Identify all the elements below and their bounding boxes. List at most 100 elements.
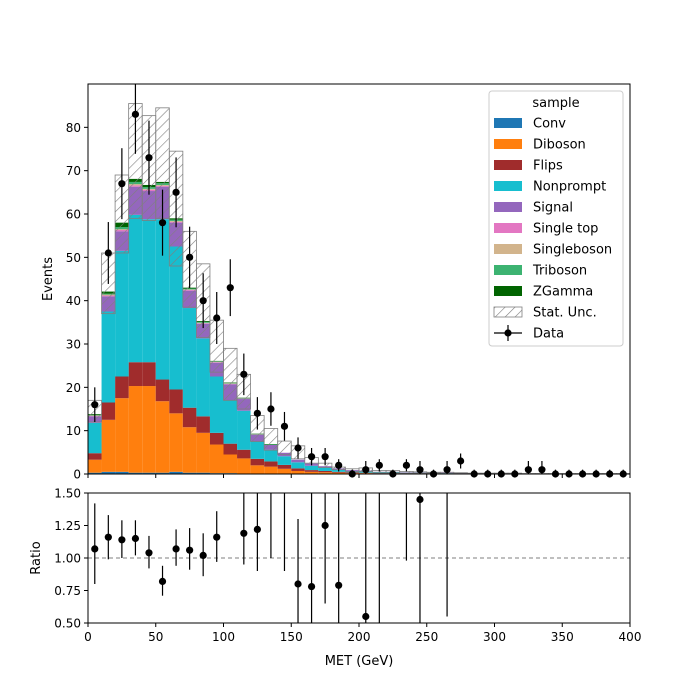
stack-bar-flips-1 [101,402,116,420]
legend-label-zgamma: ZGamma [533,285,593,300]
data-point-11 [240,370,248,378]
stack-bar-conv-0 [88,472,102,474]
data-point-21 [375,461,383,469]
x-axis-label: MET (GeV) [325,654,394,669]
main-y-axis-label: Events [41,257,56,301]
ratio-point-9 [213,533,221,541]
stack-bar-nonprompt-12 [250,441,265,459]
main-y-tick-label-1: 10 [66,424,81,438]
stack-bar-nonprompt-21 [372,472,387,474]
ratio-point-15 [307,583,316,591]
stack-bar-conv-1 [101,471,116,474]
stack-bar-diboson-12 [250,465,265,474]
stack-bar-diboson-0 [88,459,102,473]
x-tick-label-5: 250 [415,630,438,644]
data-point-13 [267,405,275,413]
data-point-9 [213,314,221,322]
ratio-point-10 [240,529,248,537]
stack-bar-nonprompt-16 [304,465,319,471]
data-point-1 [104,249,112,257]
stack-bar-conv-7 [182,472,197,474]
stack-bar-flips-2 [115,376,129,399]
main-y-tick-label-3: 30 [66,338,81,352]
stack-bar-flips-18 [331,471,346,473]
stack-bar-nonprompt-7 [182,308,197,408]
stack-bar-diboson-5 [155,401,170,473]
main-y-tick-label-4: 40 [66,294,81,308]
ratio-y-tick-label-3: 1.25 [54,519,81,533]
legend-label-data: Data [533,327,564,342]
stack-bar-diboson-15 [291,470,305,474]
ratio-point-7 [186,546,194,554]
stack-bar-diboson-2 [115,398,129,472]
legend-label-triboson: Triboson [532,264,587,279]
stack-bar-nonprompt-10 [223,400,238,444]
data-point-10 [226,284,234,292]
legend-label-conv: Conv [533,117,566,132]
stack-bar-diboson-7 [182,427,197,473]
stack-bar-nonprompt-1 [101,311,116,403]
stack-bar-flips-5 [155,379,170,402]
x-tick-label-1: 50 [148,630,163,644]
ratio-point-5 [158,577,167,586]
stack-bar-diboson-9 [209,444,224,474]
legend-label-diboson: Diboson [533,138,586,153]
data-point-6 [172,188,180,196]
stack-bar-flips-12 [250,458,265,466]
stack-bar-diboson-13 [264,466,278,474]
legend-swatch-flips [494,160,522,170]
stack-bar-conv-4 [142,472,156,474]
ratio-point-17 [335,581,343,589]
legend-label-flips: Flips [533,159,563,174]
stack-bar-flips-7 [182,407,197,428]
stack-bar-signal-15 [291,459,305,463]
x-tick-label-8: 400 [619,630,642,644]
stack-bar-conv-6 [169,471,183,474]
legend-swatch-singleboson [494,244,522,254]
stack-bar-conv-3 [128,472,143,474]
stack-bar-flips-8 [196,416,210,433]
stack-bar-diboson-17 [318,472,332,474]
legend-entries: Conv Diboson Flips Nonprompt Signal Single to… [493,117,612,342]
stack-bar-flips-15 [291,468,305,471]
ratio-point-0 [91,545,99,553]
stack-bar-flips-10 [223,443,238,455]
ratio-point-21 [416,495,424,504]
stack-bar-flips-13 [264,461,278,467]
data-point-4 [145,154,153,162]
stack-bar-flips-11 [237,449,251,459]
legend-swatch-single-top [494,223,522,233]
stack-bar-diboson-8 [196,432,210,473]
ratio-plot: 0.50 0.75 1.00 1.25 1.50 0 50 100 150 200 250 300 3… [29,487,641,670]
data-point-7 [186,253,194,261]
main-y-tick-label-2: 20 [66,381,81,395]
legend-label-signal: Signal [533,201,573,216]
data-point-2 [118,180,126,188]
data-point-8 [199,297,207,305]
legend-title: sample [532,96,579,111]
stack-bar-nonprompt-0 [88,422,102,454]
main-y-tick-label-8: 80 [66,121,81,135]
stack-bar-diboson-6 [169,413,183,472]
stack-bar-flips-14 [277,464,292,469]
stack-bar-nonprompt-4 [142,219,156,363]
main-x-ticks [87,474,631,478]
data-point-23 [402,461,411,469]
stack-bar-nonprompt-2 [115,250,129,377]
legend-label-single-top: Single top [533,222,598,237]
main-y-tick-label-5: 50 [66,251,81,265]
data-point-0 [91,401,99,409]
ratio-x-axis: 0 50 100 150 200 250 300 350 400 [84,623,641,644]
stack-bar-diboson-4 [142,386,156,473]
stat-unc-bin-27 [453,472,468,474]
ratio-plot-frame [87,492,631,624]
legend-swatch-conv [494,118,522,128]
ratio-y-tick-label-2: 1.00 [54,552,81,566]
ratio-point-4 [145,549,153,557]
legend-label-stat-unc: Stat. Unc. [533,306,597,321]
x-tick-label-7: 350 [551,630,574,644]
main-y-tick-label-7: 70 [66,164,81,178]
main-y-tick-label-0: 0 [73,468,81,482]
stack-bar-nonprompt-11 [237,410,251,450]
data-point-14 [280,422,289,430]
